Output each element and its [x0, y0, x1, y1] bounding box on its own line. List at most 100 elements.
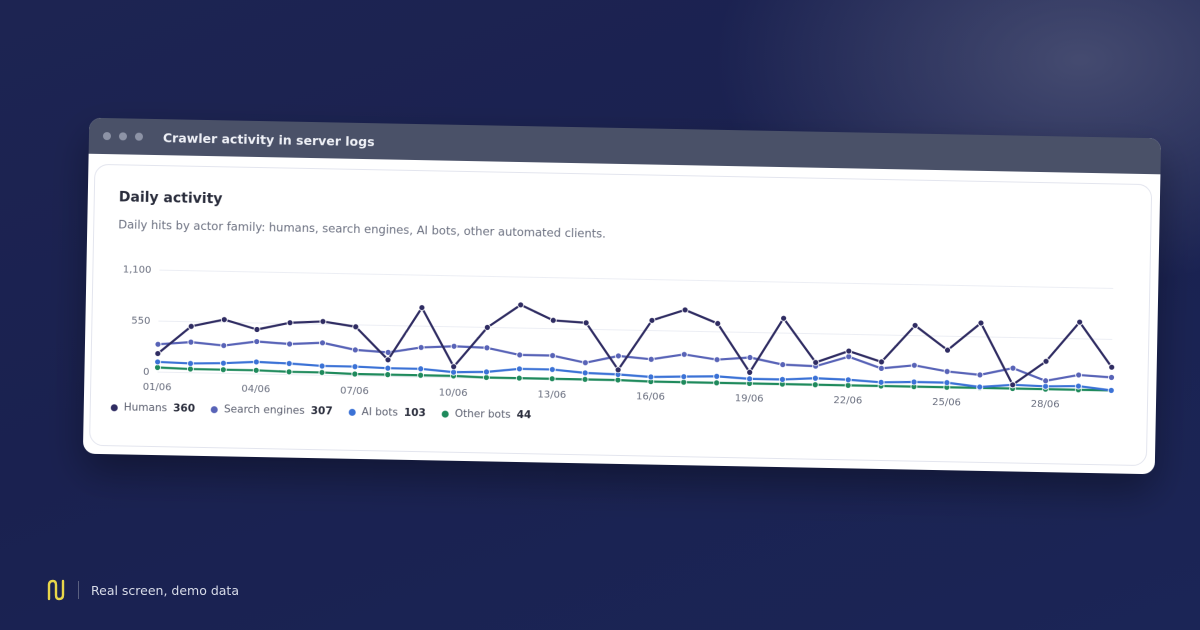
data-point[interactable] [581, 369, 589, 377]
data-point[interactable] [154, 350, 162, 357]
data-point[interactable] [417, 371, 425, 379]
data-point[interactable] [187, 360, 194, 367]
data-point[interactable] [285, 360, 293, 367]
data-point[interactable] [285, 368, 293, 376]
data-point[interactable] [450, 368, 457, 376]
data-point[interactable] [910, 378, 918, 386]
data-point[interactable] [648, 316, 656, 324]
data-point[interactable] [614, 366, 622, 374]
data-point[interactable] [319, 318, 327, 325]
data-point[interactable] [944, 346, 951, 354]
data-point[interactable] [780, 314, 788, 322]
data-point[interactable] [1108, 374, 1115, 381]
data-point[interactable] [680, 350, 688, 358]
data-point[interactable] [615, 352, 622, 360]
data-point[interactable] [943, 368, 951, 375]
data-point[interactable] [911, 322, 919, 329]
data-point[interactable] [943, 379, 951, 387]
data-point[interactable] [779, 361, 787, 369]
data-point[interactable] [811, 374, 819, 382]
data-point[interactable] [1075, 382, 1082, 390]
data-point[interactable] [1107, 387, 1115, 394]
data-point[interactable] [1009, 381, 1017, 389]
data-point[interactable] [647, 355, 655, 363]
data-point[interactable] [252, 358, 260, 366]
data-point[interactable] [351, 363, 359, 371]
data-point[interactable] [351, 370, 359, 378]
data-point[interactable] [614, 376, 622, 384]
data-point[interactable] [187, 365, 194, 373]
data-point[interactable] [450, 342, 458, 350]
data-point[interactable] [548, 366, 556, 373]
data-point[interactable] [878, 358, 885, 366]
data-point[interactable] [812, 359, 820, 366]
data-point[interactable] [516, 365, 523, 373]
data-point[interactable] [219, 366, 227, 374]
data-point[interactable] [877, 364, 885, 372]
data-point[interactable] [746, 368, 754, 376]
data-point[interactable] [844, 376, 852, 384]
legend-item[interactable]: AI bots 103 [348, 406, 426, 419]
data-point[interactable] [253, 326, 261, 333]
data-point[interactable] [220, 359, 227, 367]
data-point[interactable] [1042, 357, 1050, 365]
data-point[interactable] [910, 361, 918, 369]
data-point[interactable] [187, 322, 195, 330]
data-point[interactable] [714, 320, 722, 327]
data-point[interactable] [318, 369, 326, 376]
data-point[interactable] [154, 364, 161, 371]
data-point[interactable] [581, 359, 589, 367]
data-point[interactable] [681, 306, 689, 314]
maximize-window-dot-icon[interactable] [134, 132, 144, 141]
data-point[interactable] [746, 354, 754, 361]
data-point[interactable] [779, 376, 786, 383]
data-point[interactable] [286, 319, 294, 327]
data-point[interactable] [581, 375, 589, 383]
data-point[interactable] [515, 374, 523, 382]
data-point[interactable] [220, 342, 228, 349]
data-point[interactable] [384, 349, 392, 356]
data-point[interactable] [811, 381, 819, 389]
data-point[interactable] [417, 365, 425, 373]
minimize-window-dot-icon[interactable] [118, 132, 128, 141]
data-point[interactable] [319, 339, 326, 347]
data-point[interactable] [1042, 382, 1049, 390]
data-point[interactable] [713, 372, 721, 380]
data-point[interactable] [713, 379, 720, 387]
data-point[interactable] [516, 351, 524, 359]
data-point[interactable] [384, 364, 392, 372]
legend-item[interactable]: Other bots 44 [441, 408, 531, 421]
data-point[interactable] [220, 316, 228, 323]
data-point[interactable] [154, 340, 162, 348]
data-point[interactable] [1076, 318, 1084, 326]
data-point[interactable] [647, 373, 655, 381]
data-point[interactable] [384, 356, 392, 364]
data-point[interactable] [1042, 377, 1050, 385]
data-point[interactable] [680, 378, 688, 386]
data-point[interactable] [318, 362, 326, 370]
data-point[interactable] [187, 338, 195, 346]
data-point[interactable] [352, 323, 360, 331]
data-point[interactable] [1108, 363, 1116, 371]
data-point[interactable] [976, 383, 984, 391]
data-point[interactable] [680, 373, 688, 381]
data-point[interactable] [548, 375, 556, 383]
data-point[interactable] [877, 378, 885, 386]
data-point[interactable] [384, 371, 392, 379]
data-point[interactable] [1009, 364, 1017, 372]
data-point[interactable] [746, 375, 753, 383]
legend-item[interactable]: Search engines 307 [210, 403, 333, 417]
data-point[interactable] [713, 356, 721, 364]
data-point[interactable] [845, 353, 853, 361]
data-point[interactable] [549, 316, 557, 324]
data-point[interactable] [286, 340, 294, 348]
data-point[interactable] [483, 368, 490, 376]
data-point[interactable] [154, 358, 162, 366]
data-point[interactable] [549, 352, 557, 359]
data-point[interactable] [976, 371, 984, 379]
data-point[interactable] [253, 338, 261, 345]
close-window-dot-icon[interactable] [102, 132, 112, 141]
data-point[interactable] [977, 319, 985, 327]
data-point[interactable] [418, 304, 426, 312]
legend-item[interactable]: Humans 360 [110, 401, 195, 415]
